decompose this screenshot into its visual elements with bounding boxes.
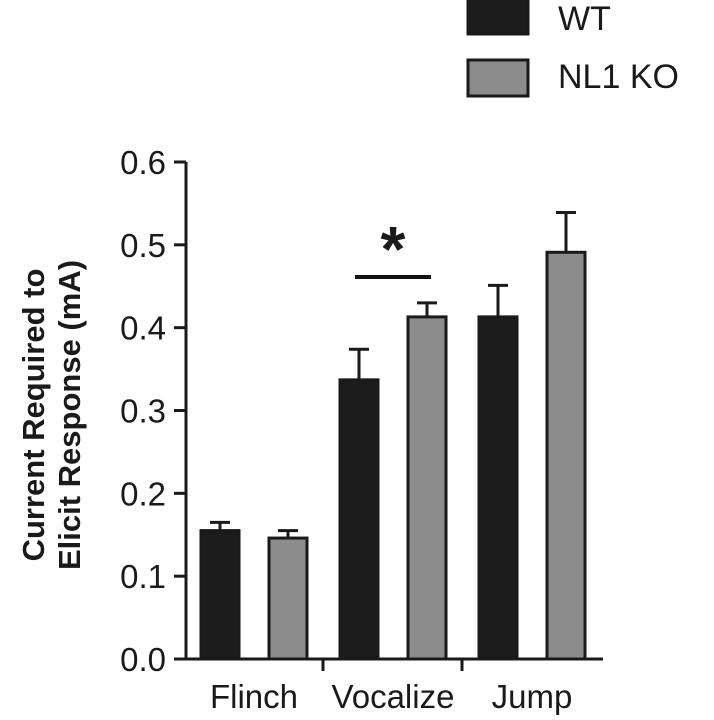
legend-label: NL1 KO [558,58,679,96]
y-axis-label-line-2: Elicit Response (mA) [52,260,87,570]
bar [477,315,519,661]
x-tick-label: Vocalize [332,678,455,715]
bar [199,529,241,661]
y-axis-label-line-1: Current Required to [16,269,51,562]
y-tick-label: 0.3 [120,393,166,430]
legend-label: WT [558,0,611,38]
bars [199,250,587,661]
x-tick-label: Flinch [210,678,298,715]
y-tick-label: 0.6 [120,144,166,181]
significance-markers: * [355,213,431,285]
x-tick-label: Jump [492,678,573,715]
bar [545,250,587,661]
y-axis-label: Current Required to Elicit Response (mA) [16,260,87,570]
y-tick-label: 0.1 [120,558,166,595]
axes: 0.0 0.1 0.2 0.3 0.4 0.5 0.6 Flinch Vocalize Jump [120,144,603,715]
error-bars [210,211,576,539]
bar [267,536,309,661]
legend-swatch [466,58,530,98]
y-tick-label: 0.4 [120,310,166,347]
significance-star: * [381,213,406,285]
bar [338,378,380,661]
y-tick-label: 0.0 [120,641,166,678]
legend: WT NL1 KO [466,0,679,98]
y-tick-label: 0.2 [120,475,166,512]
legend-swatch [466,0,530,36]
bar [406,315,448,661]
y-tick-label: 0.5 [120,227,166,264]
